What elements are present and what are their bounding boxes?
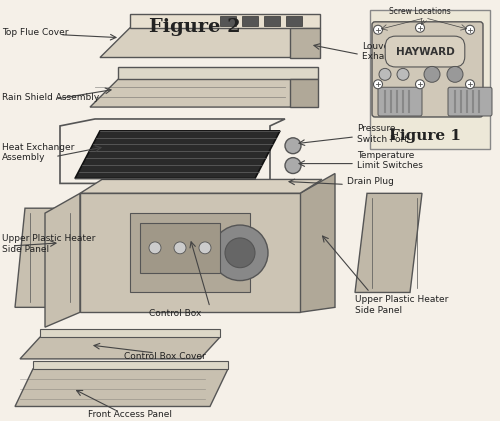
Circle shape	[397, 68, 409, 80]
Circle shape	[285, 157, 301, 173]
Polygon shape	[90, 79, 318, 107]
Circle shape	[424, 67, 440, 82]
Polygon shape	[75, 131, 280, 179]
Polygon shape	[286, 16, 302, 26]
Text: Temperature
Limit Switches: Temperature Limit Switches	[357, 151, 423, 171]
Polygon shape	[15, 369, 228, 407]
Text: Figure 2: Figure 2	[149, 18, 241, 36]
Circle shape	[447, 67, 463, 82]
Text: Heat Exchanger
Assembly: Heat Exchanger Assembly	[2, 143, 74, 163]
Circle shape	[149, 242, 161, 254]
Polygon shape	[33, 361, 228, 369]
Circle shape	[416, 23, 424, 32]
Bar	[130, 213, 250, 293]
Bar	[140, 223, 220, 273]
Circle shape	[416, 80, 424, 89]
FancyBboxPatch shape	[448, 87, 492, 116]
Circle shape	[374, 80, 382, 89]
Text: Rain Shield Assembly: Rain Shield Assembly	[2, 93, 99, 101]
Polygon shape	[45, 193, 80, 327]
Polygon shape	[20, 337, 220, 359]
Text: Control Box Cover: Control Box Cover	[124, 352, 206, 361]
Polygon shape	[15, 208, 75, 307]
Text: Upper Plastic Heater
Side Panel: Upper Plastic Heater Side Panel	[355, 296, 448, 315]
Polygon shape	[300, 173, 335, 312]
Text: Drain Plug: Drain Plug	[347, 177, 394, 186]
Polygon shape	[264, 16, 280, 26]
Text: Upper Plastic Heater
Side Panel: Upper Plastic Heater Side Panel	[2, 234, 96, 253]
Circle shape	[374, 25, 382, 34]
Text: Figure 1: Figure 1	[389, 129, 461, 143]
Polygon shape	[40, 329, 220, 337]
FancyBboxPatch shape	[372, 22, 483, 117]
Text: Top Flue Cover: Top Flue Cover	[2, 28, 68, 37]
Text: Screw Locations: Screw Locations	[389, 7, 451, 16]
Polygon shape	[100, 28, 320, 58]
Polygon shape	[290, 28, 320, 58]
Circle shape	[225, 238, 255, 268]
Polygon shape	[220, 16, 236, 26]
Circle shape	[174, 242, 186, 254]
FancyBboxPatch shape	[378, 87, 422, 116]
Polygon shape	[355, 193, 422, 293]
Circle shape	[212, 225, 268, 280]
Circle shape	[466, 80, 474, 89]
Circle shape	[285, 138, 301, 154]
Polygon shape	[118, 67, 318, 79]
Text: Control Box: Control Box	[149, 309, 201, 318]
Text: Louvered
Exhaust Panel: Louvered Exhaust Panel	[362, 42, 426, 61]
Circle shape	[466, 25, 474, 34]
Text: HAYWARD: HAYWARD	[396, 47, 454, 56]
Text: Pressure
Switch Port: Pressure Switch Port	[357, 124, 408, 144]
Polygon shape	[290, 79, 318, 107]
Bar	[370, 10, 490, 149]
Polygon shape	[80, 179, 322, 193]
Circle shape	[199, 242, 211, 254]
Circle shape	[379, 68, 391, 80]
Text: Front Access Panel: Front Access Panel	[88, 410, 172, 419]
Polygon shape	[80, 193, 300, 312]
Polygon shape	[130, 14, 320, 28]
Polygon shape	[242, 16, 258, 26]
